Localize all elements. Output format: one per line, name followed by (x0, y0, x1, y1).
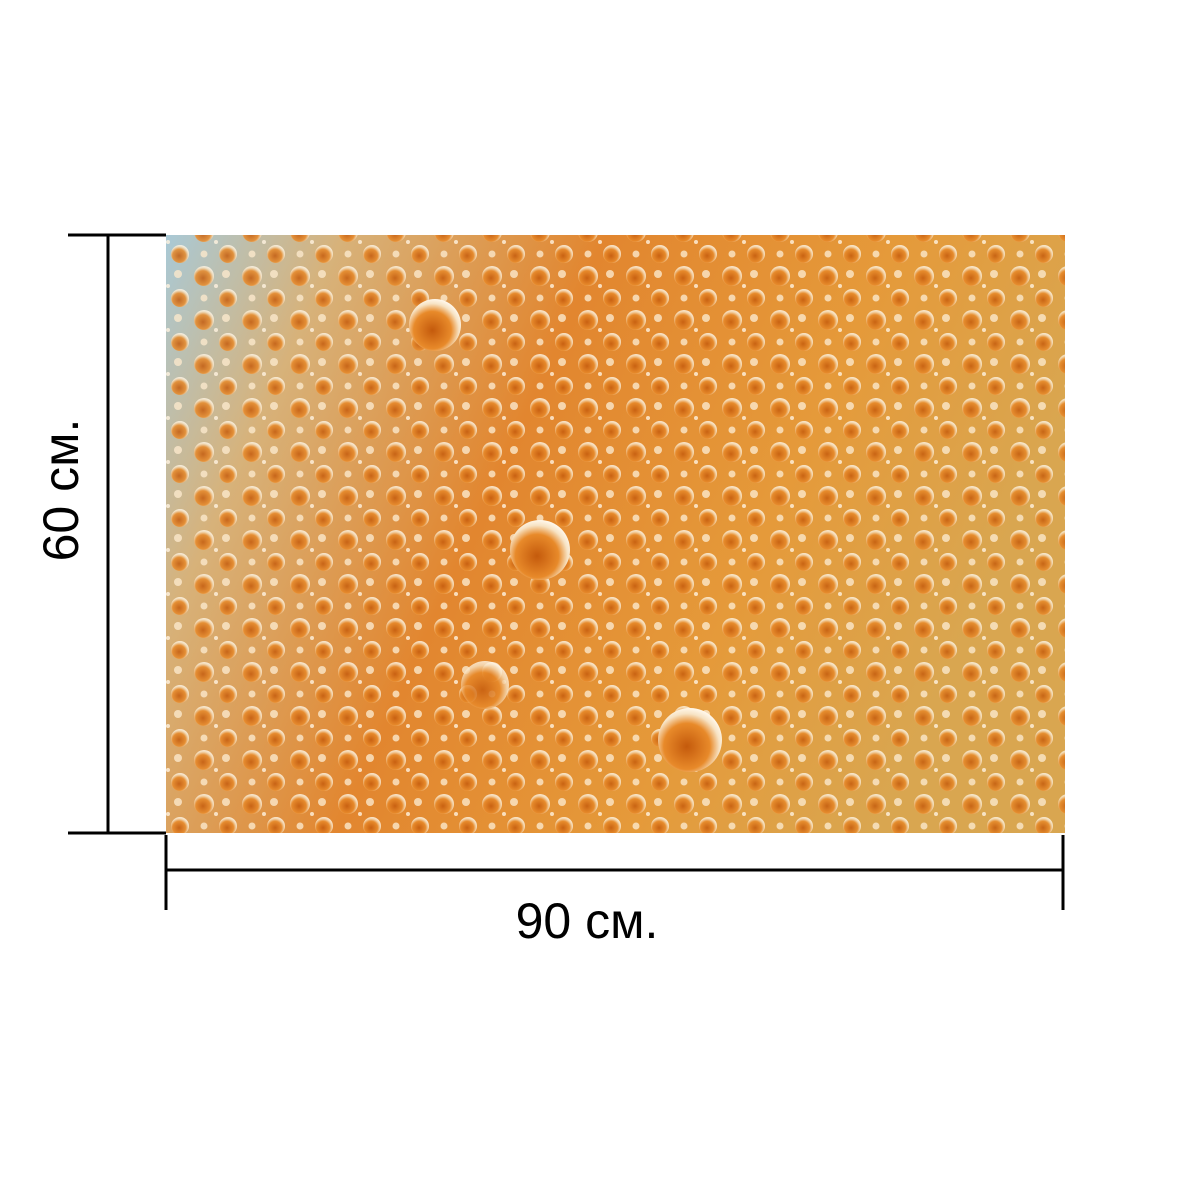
height-label: 60 см. (33, 419, 89, 562)
water-drops (166, 235, 1065, 833)
photo (166, 235, 1065, 833)
width-label: 90 см. (516, 893, 659, 949)
drop (461, 661, 509, 709)
drop (409, 299, 461, 351)
drop (658, 708, 722, 772)
dimension-lines (68, 233, 1065, 910)
drop (510, 520, 570, 580)
